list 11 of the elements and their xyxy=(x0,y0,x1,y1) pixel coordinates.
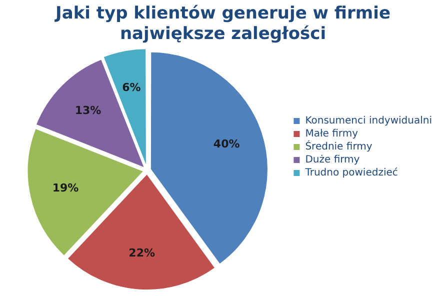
legend-label: Duże firmy xyxy=(305,154,360,166)
data-label: 6% xyxy=(122,81,141,94)
chart-title: Jaki typ klientów generuje w firmie największe zaległości xyxy=(54,4,390,44)
legend-label: Małe firmy xyxy=(305,128,358,140)
data-label: 19% xyxy=(52,181,79,194)
data-label: 22% xyxy=(128,246,156,260)
legend-label: Trudno powiedzieć xyxy=(304,168,398,179)
data-label: 40% xyxy=(213,137,240,150)
data-label: 13% xyxy=(74,104,102,118)
legend-label: Średnie firmy xyxy=(305,140,372,153)
legend-label: Konsumenci indywidualni xyxy=(305,116,432,127)
